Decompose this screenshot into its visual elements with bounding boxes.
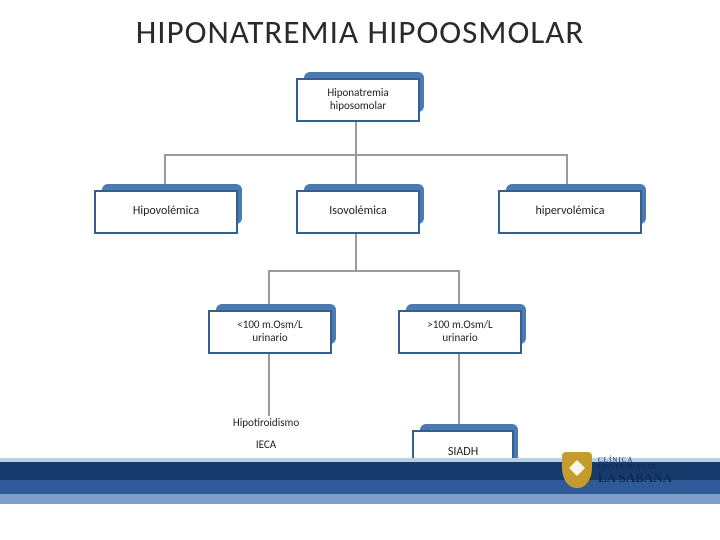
footer-stripe (0, 494, 720, 504)
leaf-line: IECA (166, 438, 366, 451)
logo-text: CLÍNICA UNIVERSIDAD DE LA SABANA (598, 457, 672, 484)
connector (164, 154, 568, 156)
shield-icon (562, 452, 592, 488)
logo-line3: LA SABANA (598, 471, 672, 484)
node-gt100: >100 m.Osm/Lurinario (398, 310, 522, 354)
connector (268, 350, 270, 416)
connector (355, 230, 357, 270)
node-lt100: <100 m.Osm/Lurinario (208, 310, 332, 354)
node-hiper: hipervolémica (498, 190, 642, 234)
node-root: Hiponatremiahiposomolar (296, 78, 420, 122)
connector (268, 270, 460, 272)
clinic-logo: CLÍNICA UNIVERSIDAD DE LA SABANA (562, 452, 672, 488)
node-hipo: Hipovolémica (94, 190, 238, 234)
connector (355, 118, 357, 154)
page-title: HIPONATREMIA HIPOOSMOLAR (0, 12, 720, 52)
connector (458, 350, 460, 430)
node-iso: Isovolémica (296, 190, 420, 234)
leaf-line: Hipotiroidismo (166, 416, 366, 429)
